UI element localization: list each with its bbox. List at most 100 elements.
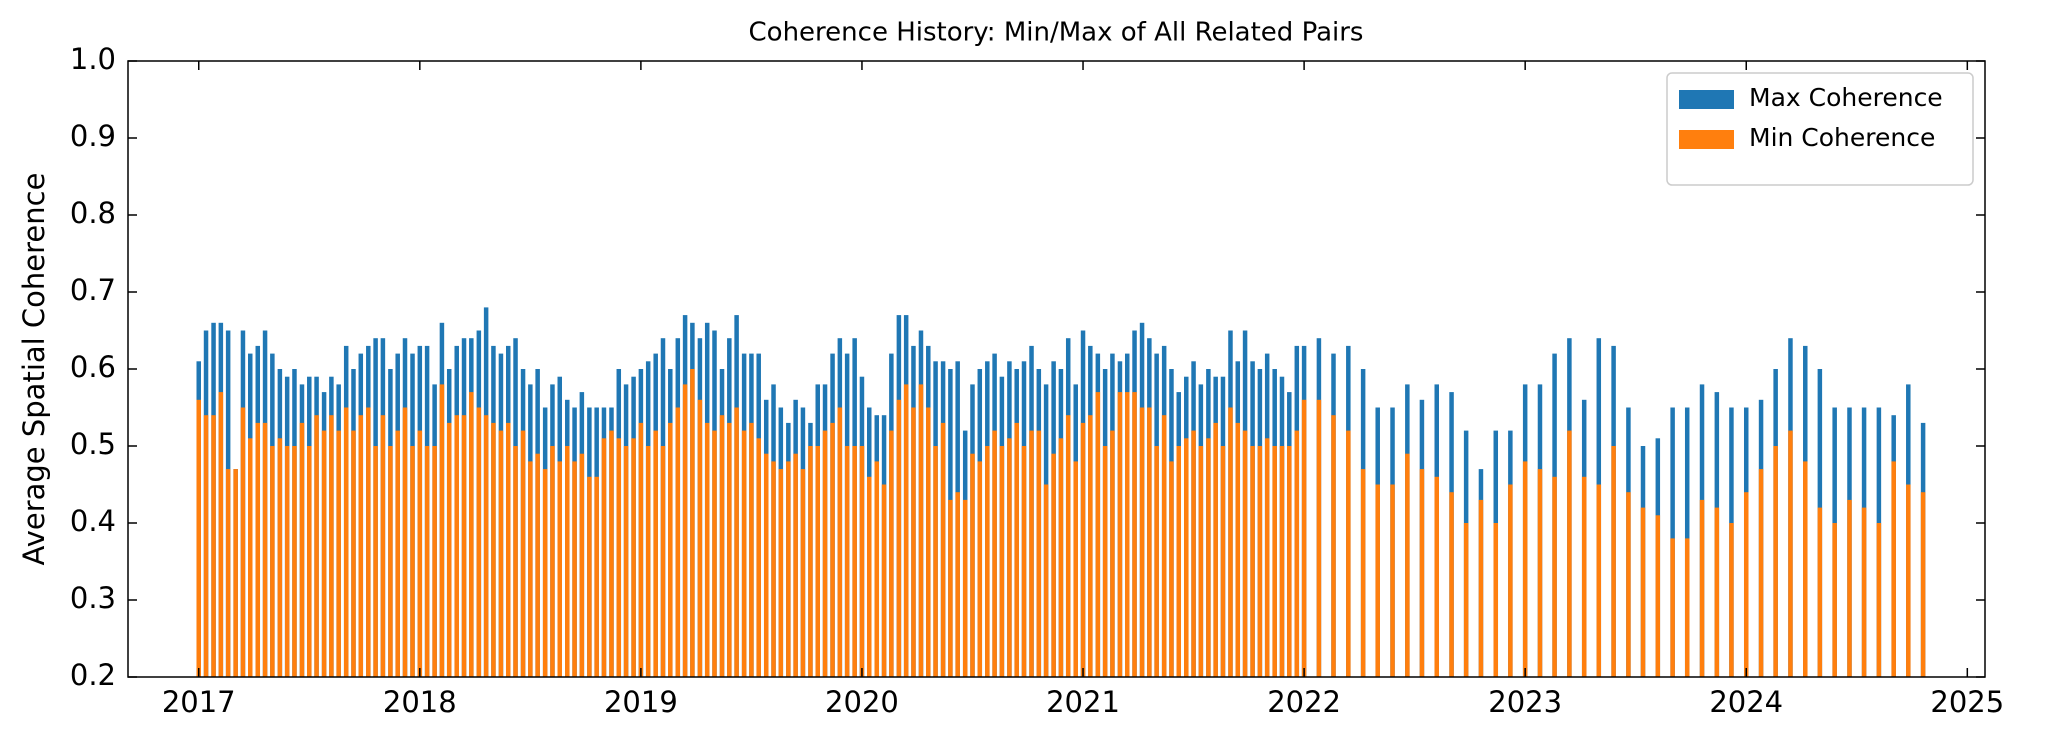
bar: [918, 384, 924, 677]
bar: [380, 415, 386, 677]
bar: [1228, 407, 1233, 677]
bar: [579, 453, 585, 677]
bar: [1788, 430, 1793, 677]
bar: [1021, 446, 1027, 677]
bar: [601, 438, 607, 677]
bar: [395, 430, 400, 677]
bar: [402, 407, 408, 677]
bar: [859, 446, 865, 677]
bar: [1463, 523, 1469, 677]
x-tick-label: 2021: [1046, 685, 1120, 719]
bar: [719, 415, 725, 677]
bar: [1073, 461, 1078, 677]
bar: [1478, 499, 1484, 677]
bar: [786, 461, 791, 677]
bar: [837, 407, 843, 677]
bar: [1684, 538, 1690, 677]
bar: [1906, 484, 1911, 677]
bar: [1773, 446, 1778, 677]
bar: [284, 446, 290, 677]
bar: [528, 461, 533, 677]
bar: [1670, 538, 1675, 677]
bar: [1007, 438, 1012, 677]
bar: [491, 422, 496, 677]
bar: [660, 446, 666, 677]
bar: [800, 469, 806, 677]
bar: [1110, 430, 1115, 677]
bar: [1611, 446, 1616, 677]
x-tick-label: 2023: [1488, 685, 1562, 719]
bar: [535, 453, 540, 677]
bar: [955, 492, 960, 677]
bar: [1169, 461, 1174, 677]
bar: [557, 461, 563, 677]
bar: [1419, 469, 1425, 677]
bar: [343, 407, 349, 677]
bar: [1331, 415, 1336, 677]
bar: [307, 446, 312, 677]
bar: [948, 499, 953, 677]
bar: [388, 446, 393, 677]
y-tick-label: 0.8: [70, 196, 116, 230]
bar: [1847, 499, 1852, 677]
bar: [1191, 430, 1196, 677]
x-tick-label: 2025: [1930, 685, 2004, 719]
bar: [1257, 446, 1263, 677]
bar: [822, 430, 828, 677]
bar: [1014, 422, 1019, 677]
bar: [690, 369, 695, 677]
bar: [1147, 407, 1152, 677]
y-axis-label: Average Spatial Coherence: [17, 173, 51, 566]
bar: [262, 422, 268, 677]
bar: [985, 446, 990, 677]
bar: [889, 430, 894, 677]
bar: [734, 407, 739, 677]
y-tick-label: 0.5: [70, 427, 116, 461]
bar: [439, 384, 445, 677]
bar: [299, 422, 305, 677]
bar: [255, 422, 261, 677]
bar: [1058, 438, 1064, 677]
bar: [763, 453, 769, 677]
bar: [1699, 499, 1705, 677]
bar: [513, 446, 518, 677]
bar: [1405, 453, 1410, 677]
bar: [336, 430, 341, 677]
bar: [668, 422, 673, 677]
bar: [1360, 469, 1366, 677]
bar: [1729, 523, 1734, 677]
bar: [329, 415, 334, 677]
bar: [844, 446, 850, 677]
bar: [1390, 484, 1395, 677]
bar: [653, 430, 658, 677]
bar: [1051, 453, 1056, 677]
bar: [483, 415, 489, 677]
bar: [1095, 392, 1101, 677]
bar: [1832, 523, 1837, 677]
bar: [277, 438, 283, 677]
bar: [1065, 415, 1071, 677]
bar: [970, 453, 975, 677]
bar: [1184, 438, 1189, 677]
bar: [1235, 422, 1241, 677]
bar: [830, 422, 835, 677]
y-tick-label: 0.4: [70, 504, 116, 538]
bar: [1220, 446, 1226, 677]
bar: [712, 430, 717, 677]
bar: [366, 407, 371, 677]
bar: [1743, 492, 1749, 677]
bar: [1508, 484, 1513, 677]
bar: [999, 446, 1005, 677]
bar: [638, 422, 644, 677]
bar: [1861, 507, 1867, 677]
bar: [417, 430, 423, 677]
bar: [631, 438, 636, 677]
bar: [1493, 523, 1499, 677]
legend-swatch: [1679, 130, 1734, 149]
bar: [1522, 461, 1528, 677]
bar: [314, 415, 319, 677]
bar: [1176, 446, 1182, 677]
bar: [424, 446, 430, 677]
legend-label: Min Coherence: [1749, 123, 1935, 152]
bar: [1102, 446, 1108, 677]
